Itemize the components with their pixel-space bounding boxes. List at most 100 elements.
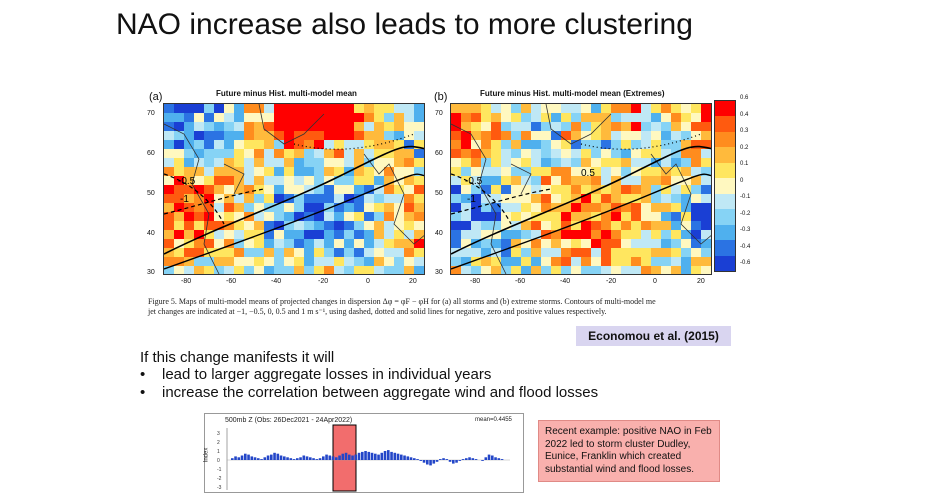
- index-bar: [273, 452, 276, 460]
- heatmap-cell: [491, 203, 501, 212]
- heatmap-cell: [274, 212, 284, 221]
- heatmap-cell: [374, 104, 384, 113]
- index-bar: [237, 457, 241, 460]
- index-bar: [380, 452, 384, 460]
- heatmap-cell: [284, 176, 294, 185]
- heatmap-cell: [204, 131, 214, 140]
- heatmap-cell: [304, 203, 314, 212]
- heatmap-cell: [274, 122, 284, 131]
- colorbar-labels: 0.6 0.4 0.3 0.2 0.1 0 -0.1 -0.2 -0.3 -0.4 -0.6: [740, 95, 770, 277]
- heatmap-cell: [414, 248, 424, 257]
- index-bar: [338, 455, 341, 460]
- heatmap-cell: [304, 248, 314, 257]
- heatmap-cell: [711, 113, 712, 122]
- heatmap-cell: [164, 203, 174, 212]
- heatmap-cell: [394, 185, 404, 194]
- heatmap-cell: [324, 158, 334, 167]
- index-bar: [416, 459, 419, 460]
- heatmap-cell: [511, 104, 521, 113]
- heatmap-cell: [461, 131, 471, 140]
- heatmap-cell: [354, 122, 364, 131]
- heatmap-cell: [324, 266, 334, 274]
- heatmap-cell: [374, 158, 384, 167]
- heatmap-cell: [384, 113, 394, 122]
- bullet-text-1: lead to larger aggregate losses in indiv…: [162, 366, 492, 383]
- heatmap-cell: [531, 221, 541, 230]
- heatmap-cell: [491, 185, 501, 194]
- heatmap-cell: [274, 158, 284, 167]
- heatmap-cell: [501, 176, 511, 185]
- heatmap-cell: [424, 257, 425, 266]
- index-bar: [312, 458, 315, 460]
- heatmap-cell: [601, 221, 611, 230]
- heatmap-cell: [344, 131, 354, 140]
- heatmap-cell: [631, 104, 641, 113]
- heatmap-cell: [314, 158, 324, 167]
- heatmap-cell: [244, 104, 254, 113]
- colorbar-label: -0.6: [740, 260, 751, 266]
- map-a-graphic: -0.5 -1: [164, 104, 425, 274]
- heatmap-cell: [671, 257, 681, 266]
- colorbar-swatch: [715, 116, 735, 132]
- panel-b-letter: (b): [434, 91, 448, 103]
- heatmap-cell: [561, 239, 571, 248]
- heatmap-cell: [561, 167, 571, 176]
- heatmap-cell: [451, 131, 461, 140]
- heatmap-cell: [264, 248, 274, 257]
- heatmap-cell: [601, 113, 611, 122]
- heatmap-cell: [404, 158, 414, 167]
- heatmap-cell: [394, 248, 404, 257]
- heatmap-cell: [254, 131, 264, 140]
- heatmap-cell: [184, 248, 194, 257]
- heatmap-cell: [611, 257, 621, 266]
- xb-tick-m80: -80: [470, 278, 481, 285]
- heatmap-cell: [581, 194, 591, 203]
- contour-label: -1: [467, 194, 476, 205]
- heatmap-cell: [511, 266, 521, 274]
- heatmap-cell: [384, 167, 394, 176]
- heatmap-cell: [501, 158, 511, 167]
- heatmap-cell: [274, 239, 284, 248]
- heatmap-cell: [304, 230, 314, 239]
- heatmap-cell: [641, 257, 651, 266]
- heatmap-cell: [651, 113, 661, 122]
- index-bar: [435, 460, 439, 462]
- heatmap-cell: [491, 194, 501, 203]
- heatmap-cell: [641, 176, 651, 185]
- heatmap-cell: [651, 185, 661, 194]
- heatmap-cell: [671, 266, 681, 274]
- heatmap-cell: [424, 122, 425, 131]
- heatmap-cell: [571, 167, 581, 176]
- heatmap-cell: [304, 104, 314, 113]
- heatmap-cell: [174, 248, 184, 257]
- heatmap-cell: [324, 257, 334, 266]
- heatmap-cell: [561, 266, 571, 274]
- heatmap-cell: [284, 185, 294, 194]
- heatmap-cell: [531, 203, 541, 212]
- heatmap-cell: [671, 239, 681, 248]
- heatmap-cell: [224, 122, 234, 131]
- heatmap-cell: [214, 113, 224, 122]
- heatmap-cell: [374, 194, 384, 203]
- heatmap-cell: [284, 266, 294, 274]
- jet-contour: [580, 133, 702, 150]
- colorbar-swatch: [715, 224, 735, 241]
- heatmap-cell: [404, 167, 414, 176]
- heatmap-cell: [451, 167, 461, 176]
- heatmap-cell: [184, 194, 194, 203]
- heatmap-cell: [691, 230, 701, 239]
- heatmap-cell: [394, 221, 404, 230]
- heatmap-cell: [601, 149, 611, 158]
- heatmap-cell: [194, 203, 204, 212]
- xa-tick-20: 20: [409, 278, 417, 285]
- heatmap-cell: [324, 248, 334, 257]
- heatmap-cell: [294, 248, 304, 257]
- heatmap-cell: [354, 212, 364, 221]
- heatmap-cell: [424, 194, 425, 203]
- heatmap-cell: [591, 140, 601, 149]
- heatmap-cell: [284, 221, 294, 230]
- heatmap-cell: [364, 131, 374, 140]
- colorbar-label: 0.1: [740, 161, 749, 167]
- heatmap-cell: [204, 194, 214, 203]
- heatmap-cell: [501, 149, 511, 158]
